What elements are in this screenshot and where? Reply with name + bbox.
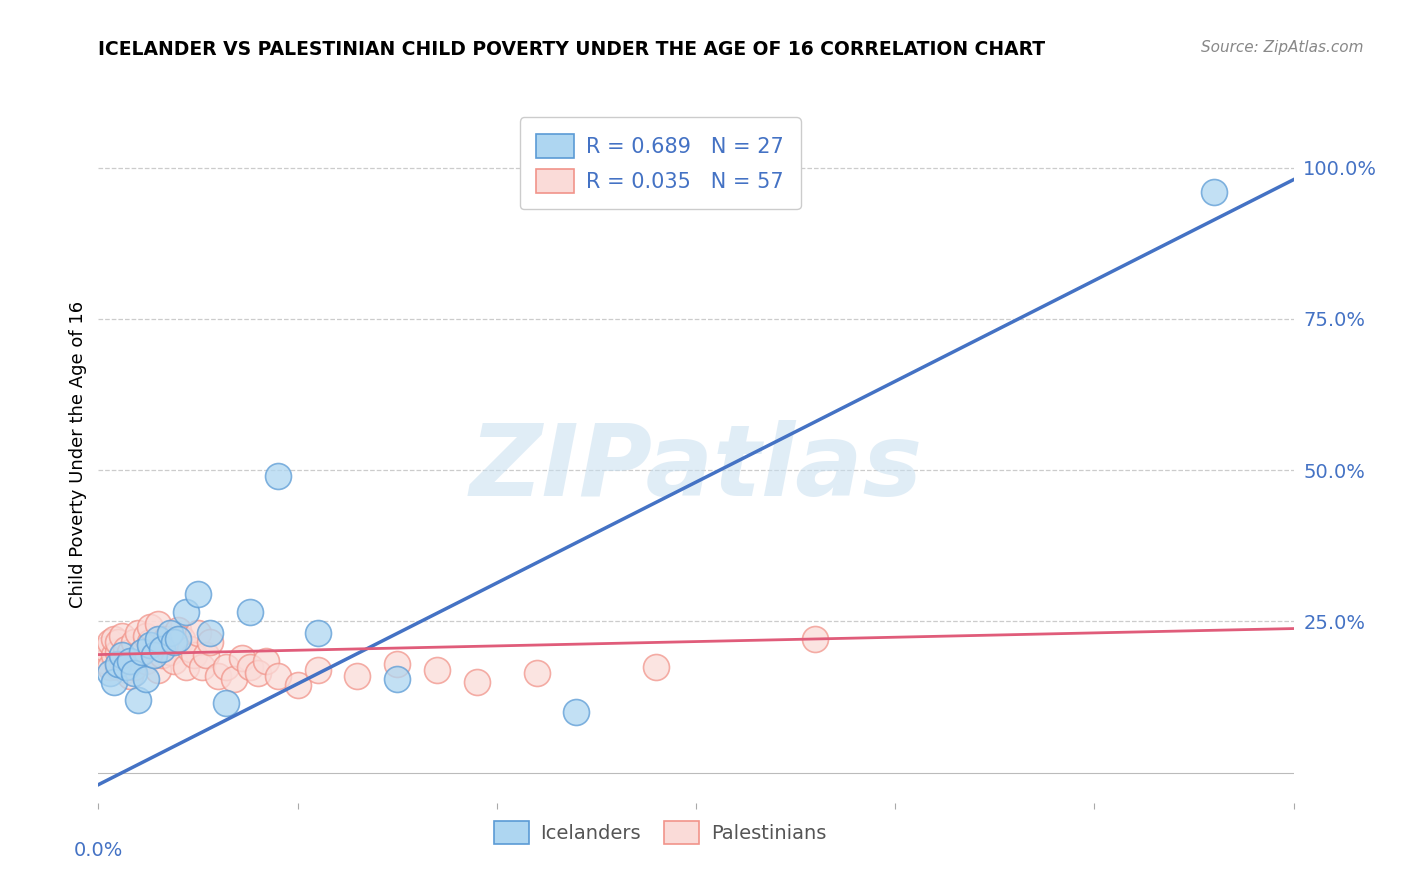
Text: 0.0%: 0.0% (73, 841, 124, 860)
Point (124, 659, 146, 673)
Point (159, 626, 181, 640)
Point (307, 626, 329, 640)
Point (267, 469, 290, 483)
Point (120, 669, 142, 683)
Legend: Icelanders, Palestinians: Icelanders, Palestinians (478, 805, 842, 859)
Point (174, 659, 197, 673)
Point (143, 648, 166, 662)
Point (150, 648, 173, 662)
Point (179, 641, 201, 656)
Point (150, 641, 173, 656)
Point (163, 654, 186, 668)
Point (96, 654, 118, 668)
Point (195, 648, 218, 662)
Point (115, 663, 138, 677)
Point (191, 659, 214, 673)
Point (1202, 185, 1225, 199)
Point (139, 635, 162, 649)
Point (111, 654, 134, 668)
Point (107, 635, 129, 649)
Point (239, 659, 262, 673)
Point (120, 654, 142, 668)
Point (103, 648, 125, 662)
Point (385, 657, 409, 671)
Point (155, 632, 177, 647)
Point (645, 659, 668, 673)
Point (143, 648, 166, 662)
Point (111, 629, 134, 643)
Point (107, 659, 129, 673)
Point (124, 635, 146, 649)
Point (111, 648, 134, 662)
Point (135, 672, 157, 686)
Point (100, 635, 122, 649)
Point (172, 632, 194, 647)
Point (198, 635, 221, 649)
Point (148, 632, 170, 647)
Point (198, 626, 221, 640)
Point (215, 659, 238, 673)
Point (131, 644, 153, 658)
Point (103, 674, 125, 689)
Point (115, 659, 138, 673)
Point (215, 696, 238, 710)
Point (231, 650, 253, 665)
Point (187, 626, 209, 640)
Point (346, 669, 368, 683)
Point (107, 644, 129, 658)
Point (135, 629, 157, 643)
Point (120, 644, 142, 658)
Point (148, 617, 170, 632)
Point (207, 669, 229, 683)
Point (148, 663, 170, 677)
Point (565, 705, 588, 719)
Point (159, 644, 181, 658)
Point (526, 665, 548, 680)
Point (167, 624, 190, 638)
Point (385, 672, 409, 686)
Point (187, 587, 209, 601)
Point (804, 632, 827, 647)
Text: ZIPatlas: ZIPatlas (470, 420, 922, 517)
Point (135, 654, 157, 668)
Point (127, 626, 149, 640)
Point (131, 644, 153, 658)
Point (127, 650, 149, 665)
Text: ICELANDER VS PALESTINIAN CHILD POVERTY UNDER THE AGE OF 16 CORRELATION CHART: ICELANDER VS PALESTINIAN CHILD POVERTY U… (98, 40, 1046, 59)
Point (246, 665, 269, 680)
Point (163, 635, 186, 649)
Point (239, 605, 262, 619)
Point (287, 678, 309, 692)
Point (426, 663, 449, 677)
Point (124, 665, 146, 680)
Point (222, 672, 245, 686)
Point (100, 659, 122, 673)
Point (183, 648, 205, 662)
Point (103, 632, 125, 647)
Point (96, 641, 118, 656)
Text: Source: ZipAtlas.com: Source: ZipAtlas.com (1201, 40, 1364, 55)
Point (465, 674, 488, 689)
Point (167, 632, 190, 647)
Point (139, 639, 162, 653)
Point (307, 663, 329, 677)
Point (139, 620, 162, 634)
Point (107, 657, 129, 671)
Point (174, 605, 197, 619)
Point (115, 641, 138, 656)
Point (100, 665, 122, 680)
Y-axis label: Child Poverty Under the Age of 16: Child Poverty Under the Age of 16 (69, 301, 87, 608)
Point (127, 693, 149, 707)
Point (254, 654, 277, 668)
Point (267, 669, 290, 683)
